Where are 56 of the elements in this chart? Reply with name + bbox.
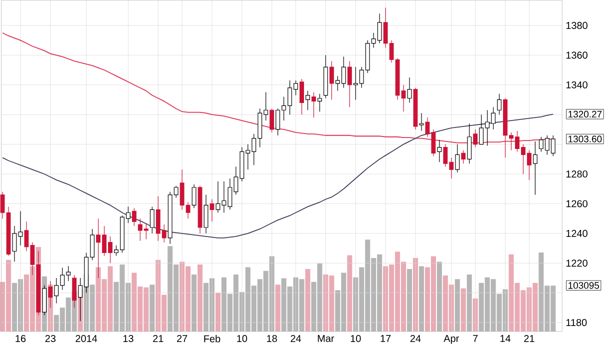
candlestick	[192, 184, 196, 208]
y-tick-label: 1340	[566, 81, 588, 88]
x-tick-label: Feb	[204, 334, 220, 342]
x-tick-label: 13	[123, 334, 134, 342]
x-tick-label: 10	[350, 334, 361, 342]
x-tick-label: 18	[267, 334, 277, 342]
y-tick-label: 1360	[566, 52, 588, 59]
candlestick	[132, 208, 136, 226]
y-tick-label: 1240	[566, 230, 588, 237]
x-tick-label: 7	[473, 334, 478, 342]
candlestick	[300, 78, 304, 115]
candlestick	[204, 194, 208, 234]
y-tick-label: 1280	[566, 170, 588, 178]
y-tick-label: 1260	[566, 200, 588, 208]
text: 1303.60	[568, 136, 602, 142]
bar	[347, 255, 352, 332]
x-tick-label: 21	[524, 334, 534, 342]
candlestick	[461, 150, 466, 164]
candlestick	[407, 77, 412, 103]
bar	[275, 284, 280, 332]
y-tick-label: 1220	[566, 259, 588, 267]
x-tick-label: 27	[177, 334, 188, 342]
y-tick-label: 1180	[566, 318, 587, 326]
candlestick	[306, 90, 310, 110]
candlestick	[467, 123, 472, 164]
x-tick-label: Apr	[444, 334, 459, 344]
candlestick	[437, 139, 442, 162]
candlestick	[329, 60, 334, 100]
x-tick-label: 17	[380, 334, 391, 342]
candlestick	[347, 60, 352, 108]
x-tick-label: 16	[16, 334, 26, 342]
candlestick	[150, 206, 154, 234]
x-tick-label: 21	[153, 334, 164, 342]
candlestick	[318, 93, 322, 112]
bar	[305, 268, 310, 332]
candlestick	[473, 129, 478, 148]
bar	[198, 264, 203, 332]
y-tick-label: 1380	[566, 22, 588, 29]
text: 103095	[568, 282, 600, 289]
x-tick-label: 24	[290, 334, 302, 342]
candlestick	[210, 198, 214, 222]
candlestick	[270, 108, 274, 133]
candlestick	[497, 93, 502, 115]
text: 1320.27	[568, 110, 602, 118]
candlestick	[312, 92, 316, 118]
x-tick-label: 2014	[76, 334, 98, 342]
candlestick	[455, 144, 460, 173]
bar	[460, 288, 466, 332]
x-tick-label: 14	[500, 334, 511, 342]
x-tick-label: Mar	[318, 334, 334, 342]
bar	[215, 292, 220, 332]
x-tick-label: 10	[237, 334, 248, 342]
candlestick	[419, 112, 424, 132]
candlestick	[532, 140, 538, 195]
x-tick-label: 23	[45, 334, 56, 342]
x-tick-label: 24	[410, 334, 421, 342]
